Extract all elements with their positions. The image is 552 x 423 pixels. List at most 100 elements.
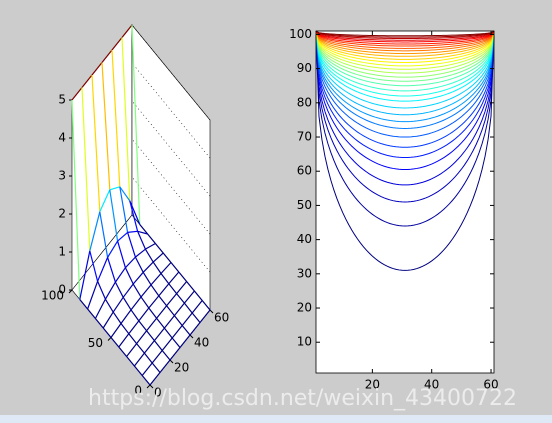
contour-line — [315, 30, 495, 92]
mesh-edge — [178, 271, 188, 282]
mesh-edge — [161, 337, 173, 351]
mesh-edge — [150, 284, 160, 297]
mesh-edge — [149, 372, 161, 386]
contour-line — [315, 30, 495, 74]
x-tick-label: 0 — [154, 386, 162, 400]
mesh-edge — [114, 281, 124, 298]
y-tick-label: 20 — [297, 301, 312, 315]
mesh-edge — [166, 293, 178, 307]
mesh-edge — [101, 49, 113, 63]
mesh-edge — [136, 330, 148, 344]
contour-line — [315, 30, 495, 138]
mesh-edge — [118, 333, 130, 348]
mesh-edge — [133, 352, 145, 367]
mesh-edge — [158, 295, 168, 307]
mesh-edge — [81, 74, 93, 88]
mesh-edge — [111, 49, 121, 187]
z-tick-label: 5 — [58, 93, 66, 107]
mesh-edge — [141, 375, 151, 386]
contour-line — [315, 30, 495, 40]
mesh-edge — [151, 362, 161, 373]
tick-mark — [107, 337, 112, 341]
mesh-edge — [119, 186, 129, 233]
mesh-edge — [122, 296, 132, 311]
mesh-edge — [81, 87, 91, 251]
mesh-edge — [143, 340, 155, 354]
mesh-edge — [160, 273, 170, 285]
mesh-edge — [144, 248, 154, 263]
mesh-edge — [156, 317, 165, 329]
mesh-edge — [176, 281, 188, 295]
mesh-edge — [121, 24, 133, 38]
x-tick-label: 60 — [214, 311, 229, 325]
mesh-edge — [168, 283, 178, 294]
mesh-edge — [156, 305, 168, 319]
mesh-edge — [173, 302, 185, 316]
contour-line — [315, 30, 495, 203]
contour-line — [315, 30, 495, 43]
contour-line — [315, 30, 495, 78]
contour-line — [315, 30, 495, 97]
contour-line — [315, 30, 495, 60]
mesh-edge — [142, 271, 152, 286]
mesh-edge — [132, 271, 144, 285]
contour-line — [315, 30, 495, 70]
mesh-edge — [131, 24, 141, 225]
y-tick-label: 50 — [297, 198, 312, 212]
mesh-edge — [173, 315, 183, 326]
y-tick-label: 60 — [297, 164, 312, 178]
mesh-edge — [141, 362, 153, 376]
mesh-edge — [112, 296, 124, 313]
tick-mark — [169, 359, 174, 364]
mesh-edge — [97, 281, 106, 300]
z-tick-label: 1 — [58, 245, 66, 259]
mesh-edge — [99, 189, 111, 213]
mesh-edge — [153, 327, 165, 341]
mesh-edge — [146, 317, 158, 332]
y-tick-label: 90 — [297, 61, 312, 75]
mesh-edge — [183, 290, 195, 304]
mesh-edge — [148, 307, 158, 319]
mesh-edge — [147, 233, 156, 244]
contour-line — [315, 30, 495, 129]
mesh-edge — [79, 250, 91, 300]
mesh-edge — [89, 211, 101, 252]
mesh-edge — [137, 231, 146, 250]
mesh-edge — [127, 230, 138, 233]
mesh-edge — [114, 267, 126, 283]
contour-line — [315, 30, 495, 87]
tick-mark — [149, 384, 154, 389]
mesh-edge — [112, 311, 122, 324]
contour-axes: 10 20 30 40 50 60 70 80 90 100 20 40 60 — [289, 27, 499, 392]
contour-line — [315, 30, 495, 37]
contour-line — [315, 30, 495, 116]
axes-box — [315, 30, 495, 374]
mesh-edge — [94, 298, 106, 319]
tick-mark — [209, 309, 214, 314]
mesh-edge — [152, 261, 162, 274]
mesh-edge — [119, 186, 131, 202]
mesh-edge — [137, 230, 148, 235]
contour-line — [315, 30, 495, 55]
contour-line — [315, 30, 495, 82]
x-tick-label: 40 — [424, 378, 439, 392]
mesh-edge — [160, 262, 172, 274]
x-tick-label: 20 — [174, 361, 189, 375]
contour-line — [315, 30, 495, 123]
contour-line — [315, 30, 495, 57]
x-tick-label: 20 — [365, 378, 380, 392]
mesh-edge — [120, 309, 132, 324]
mesh-edge — [134, 256, 144, 273]
contour-line — [315, 30, 495, 102]
y-tick-label: 50 — [88, 336, 103, 350]
contour-line — [315, 30, 495, 63]
mesh-edge — [170, 262, 180, 273]
mesh-edge — [132, 283, 142, 298]
mesh-edge — [135, 248, 146, 258]
tick-mark — [68, 289, 73, 294]
mesh-edge — [126, 356, 135, 367]
mesh-edge — [189, 322, 201, 336]
mesh-edge — [121, 37, 131, 201]
contour-line — [315, 30, 495, 271]
mesh-edge — [110, 323, 122, 338]
